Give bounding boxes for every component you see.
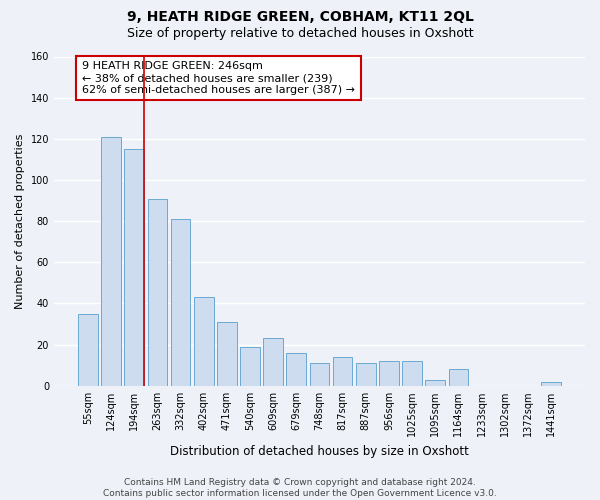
Bar	[541, 382, 561, 386]
Bar	[356, 363, 376, 386]
Bar	[402, 361, 422, 386]
Bar	[240, 346, 260, 386]
Text: 9, HEATH RIDGE GREEN, COBHAM, KT11 2QL: 9, HEATH RIDGE GREEN, COBHAM, KT11 2QL	[127, 10, 473, 24]
Bar	[78, 314, 98, 386]
Bar	[286, 353, 306, 386]
Bar	[425, 380, 445, 386]
Bar	[333, 357, 352, 386]
Bar	[194, 298, 214, 386]
Bar	[148, 198, 167, 386]
Bar	[101, 137, 121, 386]
Bar	[124, 149, 144, 386]
Text: Contains HM Land Registry data © Crown copyright and database right 2024.
Contai: Contains HM Land Registry data © Crown c…	[103, 478, 497, 498]
Bar	[217, 322, 236, 386]
Text: 9 HEATH RIDGE GREEN: 246sqm
← 38% of detached houses are smaller (239)
62% of se: 9 HEATH RIDGE GREEN: 246sqm ← 38% of det…	[82, 62, 355, 94]
Bar	[310, 363, 329, 386]
Bar	[263, 338, 283, 386]
Bar	[379, 361, 399, 386]
Y-axis label: Number of detached properties: Number of detached properties	[15, 134, 25, 309]
X-axis label: Distribution of detached houses by size in Oxshott: Distribution of detached houses by size …	[170, 444, 469, 458]
Bar	[170, 219, 190, 386]
Text: Size of property relative to detached houses in Oxshott: Size of property relative to detached ho…	[127, 28, 473, 40]
Bar	[449, 370, 468, 386]
